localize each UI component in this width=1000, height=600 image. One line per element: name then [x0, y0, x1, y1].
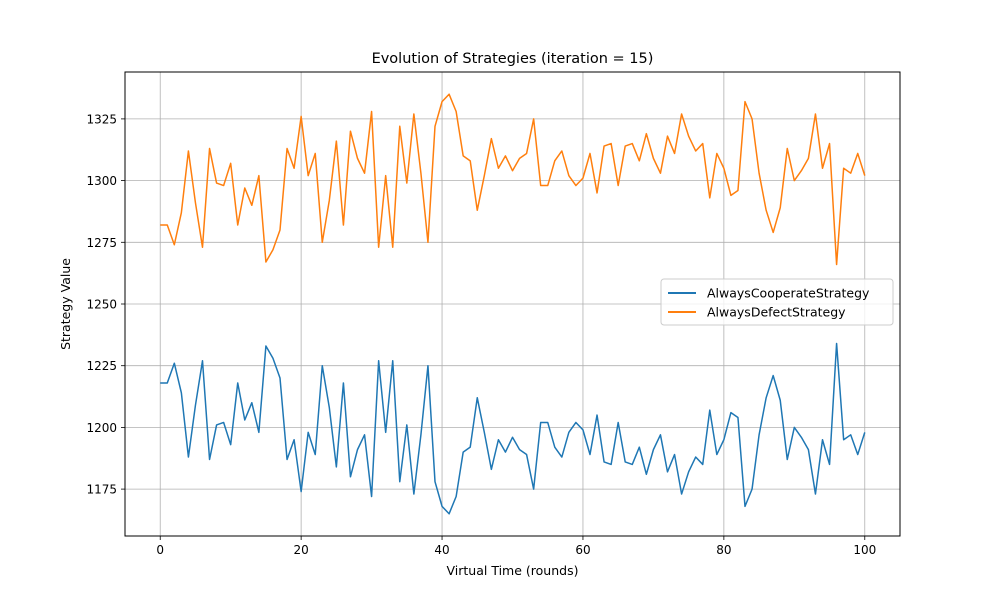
y-tick-label: 1275: [86, 236, 117, 250]
x-tick-label: 60: [575, 543, 590, 557]
x-tick-label: 40: [434, 543, 449, 557]
y-tick-label: 1250: [86, 298, 117, 312]
y-tick-label: 1200: [86, 421, 117, 435]
series-line-defect: [160, 93, 866, 266]
x-tick-label: 20: [293, 543, 308, 557]
series-line-cooperate: [160, 342, 866, 515]
legend-label-defect: AlwaysDefectStrategy: [707, 305, 846, 320]
y-tick-label: 1300: [86, 174, 117, 188]
series-lines: [160, 93, 866, 515]
x-tick-label: 0: [156, 543, 164, 557]
y-tick-label: 1325: [86, 112, 117, 126]
y-tick-label: 1175: [86, 483, 117, 497]
x-tick-label: 80: [716, 543, 731, 557]
chart-title: Evolution of Strategies (iteration = 15): [372, 51, 654, 67]
legend-box: [660, 278, 894, 326]
axis-ticks: 0 20 40 60 80 100 1175 1200 1225 1250 1275 1300 1325: [86, 112, 876, 557]
x-axis-label: Virtual Time (rounds): [447, 563, 579, 578]
legend: AlwaysCooperateStrategy AlwaysDefectStra…: [660, 278, 894, 326]
x-tick-label: 100: [853, 543, 876, 557]
y-axis-label: Strategy Value: [58, 258, 73, 350]
legend-label-cooperate: AlwaysCooperateStrategy: [707, 286, 870, 301]
y-tick-label: 1225: [86, 359, 117, 373]
